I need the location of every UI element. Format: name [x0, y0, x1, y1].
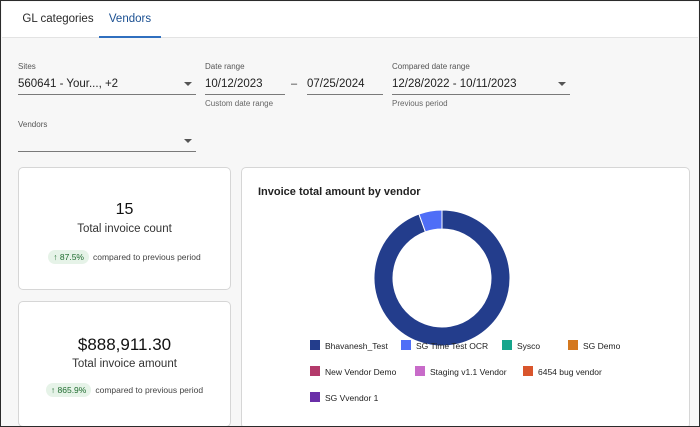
donut-chart — [373, 209, 511, 347]
legend-label: Sysco — [517, 341, 541, 351]
legend-swatch — [523, 366, 533, 376]
legend-item[interactable]: New Vendor Demo — [310, 366, 396, 378]
invoice-count-label: Total invoice count — [77, 223, 172, 235]
invoice-amount-compare-text: compared to previous period — [95, 385, 204, 395]
legend-item[interactable]: Staging v1.1 Vendor — [415, 366, 507, 378]
legend-item[interactable]: Bhavanesh_Test — [310, 340, 388, 352]
sites-dropdown[interactable]: 560641 - Your..., +2 — [18, 73, 196, 95]
legend-label: Staging v1.1 Vendor — [430, 367, 507, 377]
legend-label: New Vendor Demo — [325, 367, 397, 377]
compared-range-value: 12/28/2022 - 10/11/2023 — [392, 78, 517, 90]
legend-label: 6454 bug vendor — [538, 367, 602, 377]
legend-swatch — [310, 340, 320, 350]
compared-range-helper: Previous period — [392, 99, 448, 108]
legend-swatch — [310, 366, 320, 376]
legend-swatch — [502, 340, 512, 350]
legend-item[interactable]: SG Time Test OCR — [401, 340, 488, 352]
date-range-label: Date range — [205, 62, 245, 71]
tab-vendors[interactable]: Vendors — [99, 2, 161, 38]
legend-label: SG Demo — [583, 341, 621, 351]
legend-item[interactable]: 6454 bug vendor — [523, 366, 602, 378]
chart-title: Invoice total amount by vendor — [258, 186, 421, 198]
legend-label: SG Time Test OCR — [416, 341, 489, 351]
tab-bar: GL categories Vendors — [2, 2, 698, 38]
legend-swatch — [568, 340, 578, 350]
legend-item[interactable]: SG Vvendor 1 — [310, 392, 378, 404]
date-range-separator: – — [291, 78, 298, 90]
start-date-input[interactable]: 10/12/2023 — [205, 73, 285, 95]
donut-slice-bhavanesh-test[interactable] — [373, 209, 511, 347]
invoice-count-compare-text: compared to previous period — [92, 252, 201, 262]
chevron-down-icon — [184, 82, 192, 86]
invoice-amount-comparison: ↑ 865.9% compared to previous period — [19, 383, 230, 397]
legend-swatch — [310, 392, 320, 402]
chevron-down-icon — [184, 139, 192, 143]
end-date-value: 07/25/2024 — [307, 78, 365, 90]
invoice-count-comparison: ↑ 87.5% compared to previous period — [19, 250, 230, 264]
tab-gl-categories[interactable]: GL categories — [22, 13, 94, 25]
legend-swatch — [415, 366, 425, 376]
legend-item[interactable]: Sysco — [502, 340, 540, 352]
invoice-amount-change-badge: ↑ 865.9% — [45, 383, 92, 397]
invoice-count-value: 15 — [115, 201, 134, 218]
vendors-label: Vendors — [18, 120, 48, 129]
compared-range-dropdown[interactable]: 12/28/2022 - 10/11/2023 — [392, 73, 570, 95]
vendors-dropdown[interactable] — [18, 130, 196, 152]
legend-item[interactable]: SG Demo — [568, 340, 620, 352]
invoice-amount-label: Total invoice amount — [72, 358, 177, 370]
legend-swatch — [401, 340, 411, 350]
sites-label: Sites — [18, 62, 36, 71]
vendor-chart-card: Invoice total amount by vendor Bhavanesh… — [241, 167, 690, 426]
end-date-input[interactable]: 07/25/2024 — [307, 73, 383, 95]
legend-label: SG Vvendor 1 — [325, 393, 379, 403]
compared-range-label: Compared date range — [392, 62, 470, 71]
invoice-count-change-badge: ↑ 87.5% — [48, 250, 89, 264]
legend-label: Bhavanesh_Test — [325, 341, 388, 351]
start-date-value: 10/12/2023 — [205, 78, 263, 90]
invoice-count-card: 15 Total invoice count ↑ 87.5% compared t… — [18, 167, 231, 290]
invoice-amount-card: $888,911.30 Total invoice amount ↑ 865.9… — [18, 301, 231, 426]
sites-value: 560641 - Your..., +2 — [18, 78, 119, 90]
date-range-helper: Custom date range — [205, 99, 274, 108]
chevron-down-icon — [558, 82, 566, 86]
donut-slice-sg-time-test-ocr[interactable] — [418, 209, 443, 233]
invoice-amount-value: $888,911.30 — [77, 335, 172, 354]
